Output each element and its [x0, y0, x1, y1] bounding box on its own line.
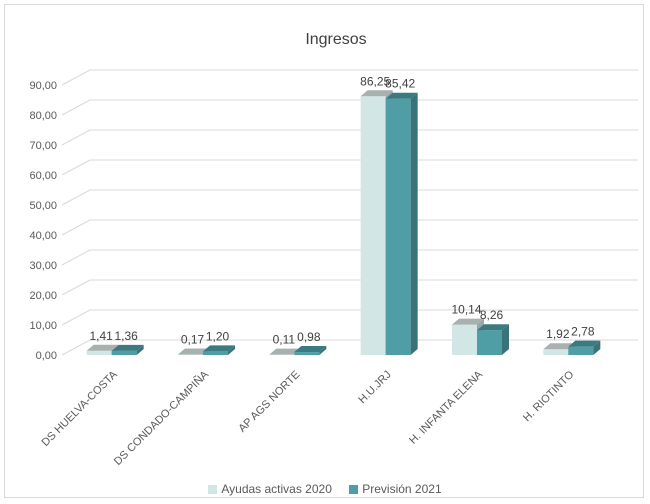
legend-swatch-ayudas: [208, 484, 218, 494]
legend-item-prevision: Previsión 2021: [349, 482, 442, 496]
bar-side: [228, 345, 235, 355]
bar-front: [178, 354, 203, 355]
bar-h-riotinto-prevision-2021: [568, 340, 601, 355]
y-tick-label-10: 10,00: [29, 320, 57, 332]
bar-top: [86, 344, 119, 351]
y-tick-label-70: 70,00: [29, 140, 57, 152]
bar-side: [502, 324, 509, 355]
legend: Ayudas activas 2020 Previsión 2021: [0, 482, 650, 497]
bar-top: [477, 324, 509, 331]
gridline-60: [61, 159, 638, 176]
bar-side: [319, 346, 327, 355]
bar-h-u-jrj-prevision-2021: [385, 92, 418, 356]
gridline-80: [61, 99, 638, 116]
bar-top: [543, 343, 576, 350]
bar-front: [111, 350, 137, 355]
legend-label-ayudas: Ayudas activas 2020: [221, 482, 332, 496]
bar-ds-huelva-costa-prevision-2021: [111, 344, 144, 355]
bar-top: [294, 346, 327, 353]
bar-top: [360, 90, 393, 97]
y-tick-label-30: 30,00: [29, 260, 57, 272]
data-label-ap-ags-norte-ayudas-activas-2020: 0,11: [273, 333, 296, 347]
chart-frame: [4, 4, 644, 498]
y-tick-label-80: 80,00: [29, 110, 57, 122]
gridline-10: [61, 309, 638, 326]
y-tick-label-20: 20,00: [29, 290, 57, 302]
bar-top: [269, 348, 302, 355]
bar-h-infanta-elena-prevision-2021: [477, 324, 509, 355]
gridlines: [61, 69, 638, 356]
data-label-h-infanta-elena-ayudas-activas-2020: 10,14: [451, 303, 481, 317]
data-label-h-riotinto-prevision-2021: 2,78: [571, 325, 595, 339]
chart-title: Ingresos: [305, 31, 366, 48]
bar-top: [385, 92, 418, 99]
bar-top: [568, 340, 601, 347]
bar-top: [178, 348, 210, 355]
y-axis: 0,00 10,00 20,00 30,00 40,00 50,00 60,00 70,00 8…: [29, 80, 57, 362]
y-tick-label-50: 50,00: [29, 200, 57, 212]
x-tick-label-ap-ags-norte: AP AGS NORTE: [236, 369, 302, 435]
gridline-30: [61, 249, 638, 266]
legend-label-prevision: Previsión 2021: [362, 482, 442, 496]
data-label-ds-condado-campina-ayudas-activas-2020: 0,17: [181, 332, 205, 346]
bar-front: [385, 98, 411, 356]
bar-side: [136, 344, 144, 355]
gridline-40: [61, 219, 638, 236]
x-tick-label-h-infanta-elena: H. INFANTA ELENA: [407, 368, 485, 446]
gridline-20: [61, 279, 638, 296]
bar-top: [111, 344, 144, 351]
legend-item-ayudas: Ayudas activas 2020: [208, 482, 332, 496]
y-tick-label-40: 40,00: [29, 230, 57, 242]
data-label-ds-condado-campina-prevision-2021: 1,20: [206, 329, 230, 343]
data-label-h-u-jrj-ayudas-activas-2020: 86,25: [360, 74, 390, 88]
legend-swatch-prevision: [349, 484, 359, 494]
bar-front: [543, 349, 569, 355]
gridline-70: [61, 129, 638, 146]
bar-ap-ags-norte-prevision-2021: [294, 346, 327, 355]
data-label-ds-huelva-costa-ayudas-activas-2020: 1,41: [89, 329, 113, 343]
bars: [86, 90, 601, 356]
bar-front: [86, 350, 112, 355]
y-tick-label-90: 90,00: [29, 80, 57, 92]
data-label-ds-huelva-costa-prevision-2021: 1,36: [114, 329, 138, 343]
data-label-h-riotinto-ayudas-activas-2020: 1,92: [546, 327, 570, 341]
bar-front: [568, 346, 594, 355]
bar-side: [410, 92, 418, 356]
data-label-h-u-jrj-prevision-2021: 85,42: [385, 77, 415, 91]
x-tick-label-h-riotinto: H. RIOTINTO: [521, 368, 577, 424]
data-label-ap-ags-norte-prevision-2021: 0,98: [297, 330, 321, 344]
x-tick-label-h-u-jrj: H.U.JRJ: [356, 369, 393, 406]
data-label-h-infanta-elena-prevision-2021: 8,26: [480, 308, 504, 322]
bar-front: [294, 352, 320, 355]
bar-top: [203, 345, 235, 352]
x-tick-label-ds-huelva-costa: DS HUELVA-COSTA: [40, 368, 121, 449]
bar-side: [593, 340, 601, 355]
gridline-50: [61, 189, 638, 206]
bar-front: [452, 324, 477, 355]
y-tick-label-0: 0,00: [36, 350, 57, 362]
gridline-90: [61, 69, 638, 86]
bar-ds-condado-campina-prevision-2021: [203, 345, 235, 355]
bar-front: [477, 330, 502, 355]
bar-top: [452, 318, 484, 325]
bar-front: [203, 351, 228, 355]
x-tick-label-ds-condado-campina: DS CONDADO-CAMPIÑA: [111, 367, 211, 467]
bar-front: [360, 96, 386, 355]
y-tick-label-60: 60,00: [29, 170, 57, 182]
